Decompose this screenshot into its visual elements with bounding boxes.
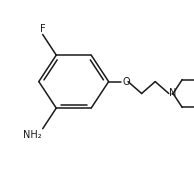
Text: N: N <box>169 88 177 98</box>
Text: F: F <box>40 24 45 34</box>
Text: O: O <box>122 77 130 87</box>
Text: NH₂: NH₂ <box>23 130 42 140</box>
